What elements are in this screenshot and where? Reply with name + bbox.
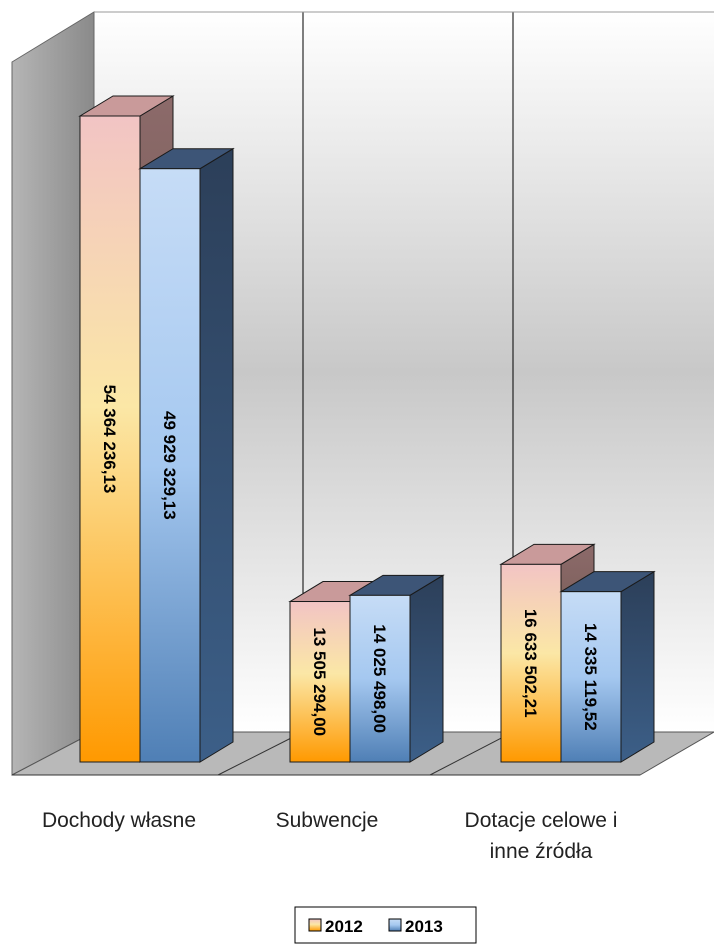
legend-box — [294, 906, 477, 944]
data-label: 13 505 294,00 — [310, 627, 329, 736]
data-label: 49 929 329,13 — [160, 411, 179, 520]
floor-divider — [429, 731, 514, 776]
bar-2013 — [560, 591, 622, 763]
data-label: 54 364 236,13 — [100, 385, 119, 494]
bar-2013 — [349, 594, 411, 763]
legend-swatch-2013 — [388, 918, 402, 932]
bar-2012 — [79, 115, 141, 763]
category-label: Subwencje — [276, 809, 379, 832]
bar-side-2013 — [409, 574, 444, 763]
category-label: Dotacje celowe i — [465, 809, 618, 832]
category-label: inne źródła — [490, 840, 593, 863]
bar-2013 — [139, 168, 201, 763]
bar-side-2013 — [199, 147, 234, 763]
data-label: 16 633 502,21 — [521, 609, 540, 718]
data-label: 14 025 498,00 — [370, 624, 389, 733]
category-label: Dochody własne — [42, 809, 196, 832]
bar-2012 — [289, 601, 351, 763]
bar-side-2013 — [620, 570, 655, 763]
legend-swatch-2012 — [308, 918, 322, 932]
legend-label: 2012 — [325, 917, 363, 936]
floor-divider — [217, 731, 304, 776]
data-label: 14 335 119,52 — [581, 623, 600, 731]
legend-label: 2013 — [405, 917, 443, 936]
bar-2012 — [500, 563, 562, 763]
